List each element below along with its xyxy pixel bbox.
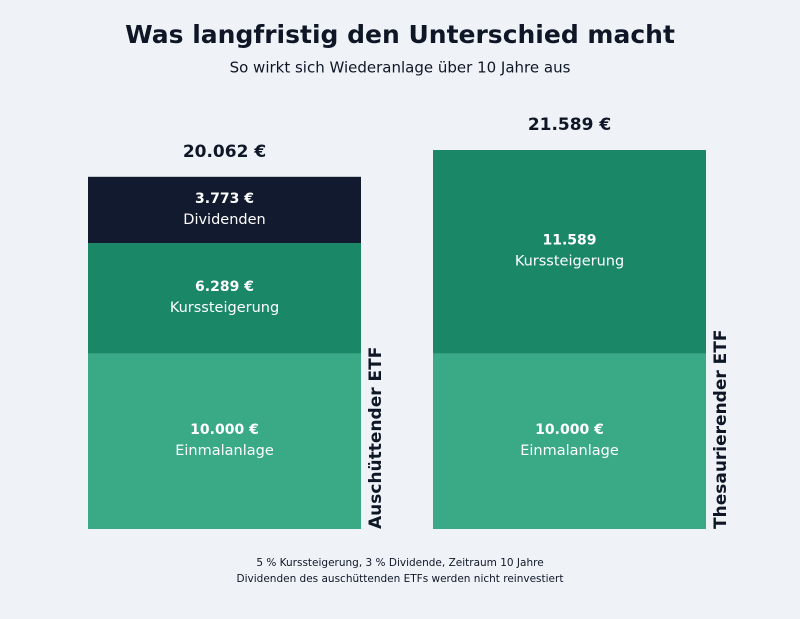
category-label: Auschüttender ETF (366, 347, 386, 529)
bar-segment (88, 353, 361, 529)
segment-name: Kurssteigerung (170, 300, 279, 316)
segment-value-label: 10.000 € (535, 422, 604, 438)
chart-title: Was langfristig den Unterschied macht (125, 20, 675, 49)
total-label: 21.589 € (528, 115, 611, 135)
segment-value-label: 10.000 € (190, 422, 259, 438)
bar-segment (433, 353, 706, 529)
segment-value-label: 11.589 (542, 233, 596, 249)
segment-name: Einmalanlage (175, 443, 274, 459)
segment-name: Dividenden (183, 212, 265, 228)
bar-segment (88, 176, 361, 244)
segment-name: Einmalanlage (520, 443, 619, 459)
footnote: 5 % Kurssteigerung, 3 % Dividende, Zeitr… (256, 557, 543, 569)
segment-name: Kurssteigerung (515, 254, 624, 270)
footnote: Dividenden des auschüttenden ETFs werden… (237, 573, 564, 585)
segment-value-label: 6.289 € (195, 279, 254, 295)
total-label: 20.062 € (183, 142, 266, 162)
segment-value-label: 3.773 € (195, 191, 254, 207)
category-label: Thesaurierender ETF (711, 329, 731, 529)
chart-subtitle: So wirkt sich Wiederanlage über 10 Jahre… (230, 59, 571, 77)
bar-segment (88, 243, 361, 354)
bar-segment (433, 150, 706, 354)
